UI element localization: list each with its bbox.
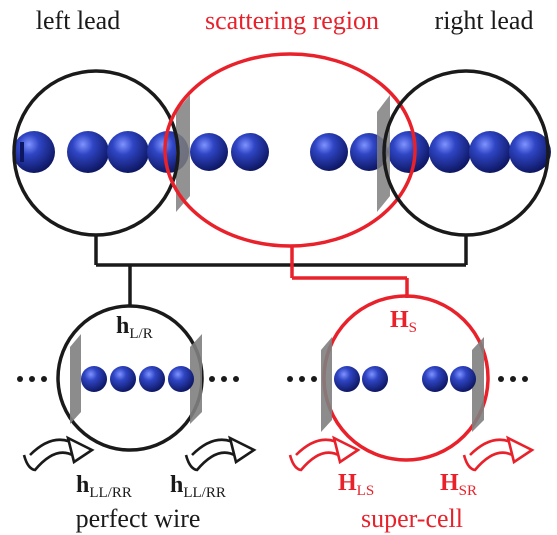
scattering-region-ellipse (163, 52, 417, 248)
perfect-wire-right-plane (190, 334, 202, 424)
left-interface-plane (176, 95, 190, 212)
h-lr-label: hL/R (116, 313, 153, 342)
atom (450, 366, 476, 392)
atom (81, 366, 107, 392)
perfect-wire-left-plane (70, 334, 81, 424)
right-hopping-arrow-icon (184, 435, 257, 472)
atom (422, 366, 448, 392)
atom (310, 133, 348, 171)
perfect-wire-label: perfect wire (76, 504, 201, 533)
super-cell-label: super-cell (361, 504, 463, 533)
H-sr-label: HSR (440, 470, 477, 499)
right-lead-label: right lead (435, 6, 534, 35)
atom (13, 131, 55, 173)
super-cell-left-arrow-icon (288, 435, 361, 472)
atom (429, 131, 471, 173)
right-ellipsis-dots (287, 376, 528, 382)
super-cell-left-plane (321, 337, 332, 432)
top-atom-chain (13, 131, 551, 173)
perfect-wire-atoms (81, 366, 194, 392)
h-ll-rr-left-label: hLL/RR (76, 472, 132, 501)
atom (334, 366, 360, 392)
super-cell-right-arrow-icon (462, 435, 535, 472)
atom (362, 366, 388, 392)
atom (139, 366, 165, 392)
atom (67, 131, 109, 173)
scattering-region-label: scattering region (205, 6, 379, 35)
lead-connector (94, 236, 468, 305)
h-ll-rr-right-label: hLL/RR (170, 472, 226, 501)
atom (469, 131, 511, 173)
atom (168, 366, 194, 392)
H-s-label: HS (390, 307, 417, 336)
super-cell-atoms (334, 366, 476, 392)
left-lead-label: left lead (36, 6, 120, 35)
left-hopping-arrow-icon (22, 435, 95, 472)
atom (107, 131, 149, 173)
atom (190, 133, 228, 171)
atom (110, 366, 136, 392)
left-ellipsis-dots (17, 376, 239, 382)
right-lead-circle (382, 69, 550, 237)
left-lead-circle (12, 69, 180, 237)
super-cell-right-plane (472, 337, 484, 432)
scattering-connector (290, 246, 409, 298)
atom (388, 131, 430, 173)
atom (231, 133, 269, 171)
H-ls-label: HLS (338, 470, 374, 499)
atom (509, 131, 551, 173)
